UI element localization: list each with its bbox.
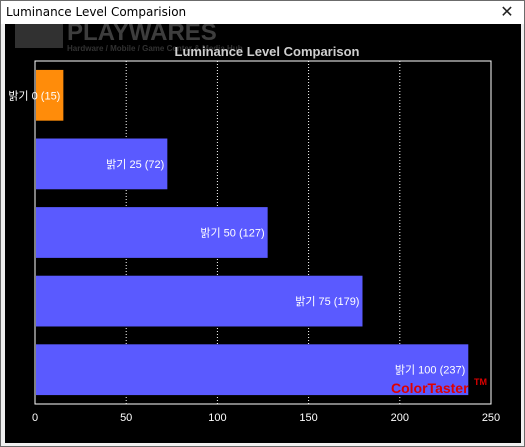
brand-tm: TM xyxy=(474,377,487,387)
window-title: Luminance Level Comparision xyxy=(6,5,187,19)
chart-title: Luminance Level Comparison xyxy=(175,44,360,59)
bar-label: 밝기 25 (72) xyxy=(106,158,164,171)
watermark-logo-text: PLAYWARES xyxy=(67,24,217,46)
brand-name: ColorTaster xyxy=(391,380,469,396)
bar xyxy=(36,344,469,396)
bar-label: 밝기 75 (179) xyxy=(295,295,359,308)
plot-frame xyxy=(34,60,492,405)
close-icon[interactable]: ✕ xyxy=(500,2,514,21)
x-tick-label: 150 xyxy=(299,412,317,424)
x-tick-label: 0 xyxy=(32,412,38,424)
bar xyxy=(36,138,168,190)
watermark-tagline: Hardware / Mobile / Game Center & Media … xyxy=(67,44,243,53)
x-tick-label: 100 xyxy=(208,412,226,424)
bar-label: 밝기 50 (127) xyxy=(200,227,264,240)
chart-area: PLAYWARES Hardware / Mobile / Game Cente… xyxy=(5,19,521,443)
bar xyxy=(36,69,64,121)
bar-label: 밝기 0 (15) xyxy=(8,89,60,102)
x-tick-label: 200 xyxy=(391,412,409,424)
luminance-chart: PLAYWARES Hardware / Mobile / Game Cente… xyxy=(8,19,500,424)
x-tick-label: 250 xyxy=(482,412,500,424)
colortaster-brand: ColorTaster TM xyxy=(391,377,487,396)
bar xyxy=(36,207,268,258)
watermark-logo-mark xyxy=(15,24,63,48)
title-bar[interactable]: Luminance Level Comparision ✕ xyxy=(1,1,524,24)
playwares-watermark: PLAYWARES Hardware / Mobile / Game Cente… xyxy=(15,19,243,53)
bar-label: 밝기 100 (237) xyxy=(395,364,465,377)
bar xyxy=(36,275,363,327)
x-tick-label: 50 xyxy=(120,412,132,424)
